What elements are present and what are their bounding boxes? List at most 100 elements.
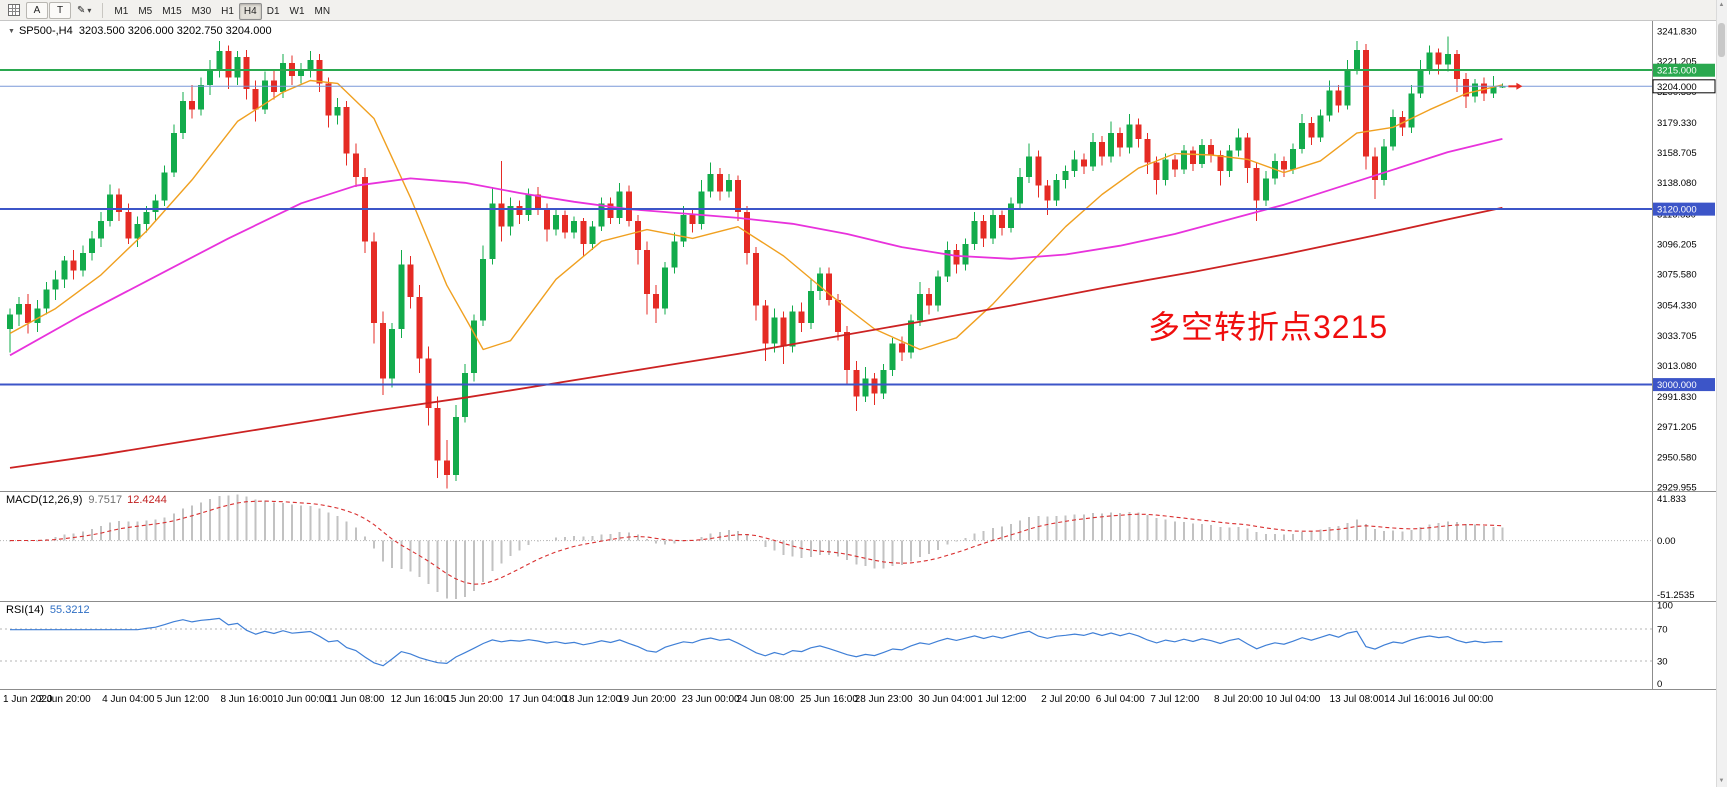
time-axis-label: 15 Jun 20:00: [445, 694, 504, 705]
timeframe-button-d1[interactable]: D1: [262, 3, 285, 20]
svg-text:3120.000: 3120.000: [1657, 205, 1697, 216]
ohlc-values: 3203.500 3206.000 3202.750 3204.000: [78, 25, 272, 37]
time-axis-label: 14 Jul 16:00: [1384, 694, 1439, 705]
chart-title: ▼ SP500-,H4 3203.500 3206.000 3202.750 32…: [8, 25, 272, 37]
svg-text:3033.705: 3033.705: [1657, 331, 1697, 342]
svg-text:0: 0: [1657, 679, 1662, 690]
time-axis-label: 16 Jul 00:00: [1438, 694, 1494, 705]
macd-panel: 41.833 0.00 -51.2535: [0, 494, 1695, 601]
symbol-period-label: SP500-,H4: [18, 25, 73, 37]
time-axis-label: 8 Jul 20:00: [1214, 694, 1263, 705]
toolbar: A T ✎ ▾ M1 M5 M15 M30 H1 H4 D1 W1 MN: [0, 0, 1727, 21]
ma-fast-line: [9, 79, 1503, 351]
time-axis-label: 1 Jul 12:00: [977, 694, 1027, 705]
price-axis[interactable]: 3241.8303221.2053200.5803179.3303158.705…: [1657, 27, 1697, 494]
grid-icon: [8, 4, 20, 16]
svg-text:3000.000: 3000.000: [1657, 380, 1697, 391]
ma-slow-line: [9, 206, 1503, 469]
svg-text:3221.205: 3221.205: [1657, 57, 1697, 68]
svg-text:3075.580: 3075.580: [1657, 270, 1697, 281]
macd-indicator-title: MACD(12,26,9) 9.7517 12.4244: [6, 494, 167, 506]
timeframe-button-m5[interactable]: M5: [133, 3, 157, 20]
time-axis-label: 18 Jun 12:00: [563, 694, 622, 705]
chevron-down-icon: ▾: [87, 5, 92, 15]
macd-main-value: 9.7517: [88, 494, 123, 506]
time-axis-label: 30 Jun 04:00: [918, 694, 977, 705]
time-axis-label: 4 Jun 04:00: [102, 694, 155, 705]
cursor-a-button[interactable]: A: [26, 1, 48, 19]
svg-text:3158.705: 3158.705: [1657, 148, 1697, 159]
rsi-label: RSI(14): [6, 604, 44, 616]
hline-badge: 3120.000: [1653, 202, 1715, 216]
chart-marker-icon: ▼: [8, 28, 15, 35]
time-axis-label: 7 Jul 12:00: [1150, 694, 1200, 705]
macd-signal-line: [9, 500, 1503, 585]
time-axis-label: 8 Jun 16:00: [220, 694, 273, 705]
rsi-panel: 100 70 30 0: [0, 601, 1673, 690]
macd-label: MACD(12,26,9): [6, 494, 83, 506]
time-axis-label: 24 Jun 08:00: [736, 694, 795, 705]
time-axis-label: 17 Jun 04:00: [508, 694, 567, 705]
svg-text:3054.330: 3054.330: [1657, 301, 1697, 312]
hline-badge: 3215.000: [1653, 63, 1715, 77]
time-axis-label: 23 Jun 00:00: [681, 694, 740, 705]
time-axis-label: 10 Jul 04:00: [1265, 694, 1321, 705]
svg-text:30: 30: [1657, 657, 1668, 668]
timeframe-button-m1[interactable]: M1: [109, 3, 133, 20]
pen-icon: ✎: [77, 4, 86, 16]
svg-text:41.833: 41.833: [1657, 494, 1686, 505]
svg-text:2950.580: 2950.580: [1657, 452, 1697, 463]
hline-badge: 3000.000: [1653, 378, 1715, 392]
time-axis-label: 2 Jun 20:00: [38, 694, 91, 705]
time-axis-label: 12 Jun 16:00: [390, 694, 449, 705]
svg-text:3096.205: 3096.205: [1657, 239, 1697, 250]
vertical-scrollbar[interactable]: ▲ ▼: [1716, 0, 1727, 787]
last-price-arrow-icon: [1508, 82, 1523, 90]
svg-text:3179.330: 3179.330: [1657, 118, 1697, 129]
toolbar-separator: [102, 2, 104, 18]
time-axis-label: 28 Jun 23:00: [854, 694, 913, 705]
price-badges: 3215.000 3120.000 3000.000 3204.000: [1652, 63, 1716, 392]
svg-text:2991.830: 2991.830: [1657, 392, 1697, 403]
horizontal-lines-layer[interactable]: [0, 69, 1652, 386]
scroll-down-arrow-icon[interactable]: ▼: [1718, 778, 1725, 784]
scroll-up-arrow-icon[interactable]: ▲: [1718, 2, 1725, 8]
svg-text:2971.205: 2971.205: [1657, 422, 1697, 433]
svg-text:2929.955: 2929.955: [1657, 483, 1697, 494]
candles-layer: [7, 36, 1506, 489]
svg-text:0.00: 0.00: [1657, 536, 1676, 547]
time-axis[interactable]: 1 Jun 2020 2 Jun 20:00 4 Jun 04:00 5 Jun 12…: [0, 690, 1712, 712]
rsi-value: 55.3212: [49, 604, 90, 616]
timeframe-button-h1[interactable]: H1: [216, 3, 239, 20]
macd-histogram: [9, 494, 1504, 599]
macd-signal-value: 12.4244: [127, 494, 167, 506]
time-axis-label: 11 Jun 08:00: [327, 694, 385, 705]
time-axis-label: 6 Jul 04:00: [1095, 694, 1145, 705]
time-axis-label: 10 Jun 00:00: [272, 694, 331, 705]
draw-tool-button[interactable]: ✎ ▾: [72, 2, 96, 19]
svg-text:3215.000: 3215.000: [1657, 66, 1697, 77]
svg-text:3138.080: 3138.080: [1657, 178, 1697, 189]
svg-text:-51.2535: -51.2535: [1657, 590, 1695, 601]
svg-text:3013.080: 3013.080: [1657, 361, 1697, 372]
time-axis-label: 25 Jun 16:00: [800, 694, 858, 705]
time-axis-label: 13 Jul 08:00: [1329, 694, 1385, 705]
timeframe-button-m15[interactable]: M15: [157, 3, 186, 20]
timeframe-button-mn[interactable]: MN: [310, 3, 336, 20]
timeframe-button-m30[interactable]: M30: [187, 3, 216, 20]
timeframe-button-w1[interactable]: W1: [285, 3, 310, 20]
main-price-panel: [0, 36, 1652, 489]
svg-text:100: 100: [1657, 601, 1673, 612]
timeframe-group: M1 M5 M15 M30 H1 H4 D1 W1 MN: [109, 1, 335, 20]
time-axis-label: 19 Jun 20:00: [618, 694, 676, 705]
rsi-indicator-title: RSI(14) 55.3212: [6, 604, 90, 616]
timeframe-button-h4[interactable]: H4: [238, 2, 262, 20]
panel-frame: [0, 21, 1716, 690]
time-axis-label: 2 Jul 20:00: [1041, 694, 1091, 705]
text-tool-button[interactable]: T: [49, 1, 71, 19]
chart-annotation: 多空转折点3215: [1148, 309, 1389, 345]
scrollbar-thumb[interactable]: [1718, 23, 1725, 57]
chart-canvas[interactable]: 3241.8303221.2053200.5803179.3303158.705…: [0, 21, 1727, 690]
chart-grid-button[interactable]: [3, 2, 25, 19]
svg-text:3204.000: 3204.000: [1657, 82, 1697, 93]
